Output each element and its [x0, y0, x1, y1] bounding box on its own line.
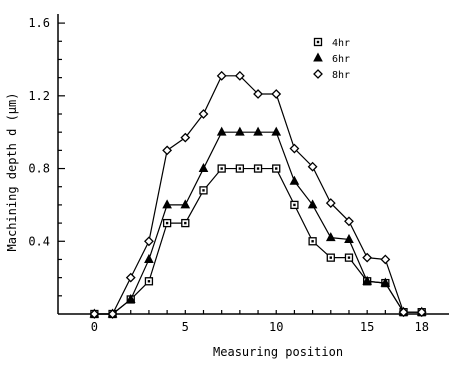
data-point [162, 145, 173, 156]
data-point [125, 272, 136, 283]
data-point [235, 126, 245, 136]
data-point [180, 199, 191, 209]
axes: 0.4 0.8 1.2 1.6 0 5 10 15 18 [28, 14, 449, 334]
data-point [144, 277, 154, 286]
data-point [216, 126, 227, 136]
legend-label: 8hr [332, 70, 350, 81]
x-tick-label: 18 [414, 320, 428, 334]
data-point [199, 186, 208, 195]
data-point [289, 175, 300, 185]
data-point [289, 143, 300, 154]
series-4hr [90, 164, 426, 319]
legend: 4hr 6hr 8hr [313, 37, 350, 81]
data-point [253, 126, 263, 136]
x-tick-label: 15 [360, 320, 374, 334]
data-point [89, 309, 100, 319]
data-point [380, 277, 391, 287]
plot-area [89, 70, 427, 319]
data-point [398, 307, 409, 318]
x-tick-label: 10 [269, 320, 283, 334]
data-point [235, 164, 245, 173]
data-point [380, 254, 391, 265]
y-tick-label: 1.6 [28, 16, 50, 30]
y-axis-title: Machining depth d (µm) [5, 93, 19, 252]
data-point [271, 126, 282, 136]
data-point [307, 161, 318, 172]
data-point [125, 293, 136, 303]
data-point [344, 216, 354, 227]
legend-marker-6hr [313, 52, 323, 62]
series-line-8hr [94, 75, 422, 315]
y-tick-label: 0.4 [28, 234, 50, 248]
data-point [253, 89, 263, 99]
legend-label: 6hr [332, 54, 350, 65]
data-point [290, 200, 299, 210]
y-tick-label: 0.8 [28, 162, 50, 176]
data-point [253, 164, 263, 173]
data-point [362, 252, 373, 263]
series-6hr [89, 126, 427, 318]
data-point [326, 253, 335, 262]
data-point [325, 232, 336, 242]
data-point [308, 237, 317, 246]
legend-marker-8hr [313, 69, 323, 79]
data-point [362, 275, 372, 285]
data-point [144, 236, 154, 247]
data-point [181, 218, 190, 228]
data-point [180, 132, 191, 143]
data-point [107, 309, 118, 319]
data-point [234, 70, 245, 81]
data-point [198, 162, 209, 173]
y-tick-label: 1.2 [28, 89, 50, 103]
data-point [271, 89, 282, 99]
data-point [198, 109, 209, 119]
data-point [344, 253, 354, 262]
data-point [162, 218, 172, 228]
data-point [162, 199, 172, 209]
data-point [272, 164, 281, 173]
data-point [307, 199, 318, 209]
data-point [144, 253, 154, 263]
legend-marker-4hr [313, 37, 323, 47]
x-tick-label: 0 [91, 320, 98, 334]
series-8hr [89, 70, 427, 319]
x-axis-title: Measuring position [213, 345, 343, 359]
legend-label: 4hr [332, 38, 350, 49]
data-point [325, 198, 336, 209]
data-point [217, 164, 226, 173]
series-line-4hr [94, 167, 422, 315]
data-point [344, 233, 354, 243]
x-tick-label: 5 [182, 320, 189, 334]
data-point [416, 307, 427, 318]
data-point [216, 70, 227, 81]
